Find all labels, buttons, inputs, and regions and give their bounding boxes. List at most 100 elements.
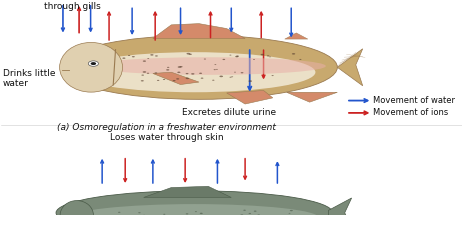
Ellipse shape — [191, 73, 194, 75]
Ellipse shape — [261, 54, 264, 55]
Ellipse shape — [177, 219, 179, 220]
Ellipse shape — [241, 72, 244, 73]
Polygon shape — [285, 33, 308, 39]
Ellipse shape — [257, 215, 260, 216]
Ellipse shape — [150, 54, 154, 56]
Ellipse shape — [73, 52, 315, 92]
Ellipse shape — [167, 67, 169, 68]
Polygon shape — [328, 198, 352, 228]
Ellipse shape — [183, 215, 186, 217]
Text: Excretes dilute urine: Excretes dilute urine — [182, 108, 276, 117]
Ellipse shape — [147, 73, 149, 74]
Ellipse shape — [157, 80, 159, 81]
Ellipse shape — [279, 218, 282, 220]
Ellipse shape — [143, 61, 146, 62]
Ellipse shape — [289, 213, 291, 214]
Ellipse shape — [231, 76, 233, 77]
Ellipse shape — [200, 213, 203, 214]
Ellipse shape — [229, 55, 231, 56]
Ellipse shape — [166, 69, 169, 71]
Ellipse shape — [141, 80, 144, 82]
Ellipse shape — [235, 56, 238, 57]
Ellipse shape — [272, 75, 273, 76]
Ellipse shape — [222, 59, 225, 60]
Ellipse shape — [248, 80, 252, 82]
Text: Loses water through skin: Loses water through skin — [110, 133, 224, 142]
Ellipse shape — [252, 217, 255, 218]
Ellipse shape — [283, 220, 286, 221]
Ellipse shape — [163, 215, 166, 216]
Ellipse shape — [163, 79, 165, 80]
Ellipse shape — [186, 73, 189, 74]
Ellipse shape — [138, 212, 141, 213]
Ellipse shape — [253, 59, 255, 60]
Polygon shape — [337, 49, 363, 86]
Ellipse shape — [70, 204, 319, 231]
Text: Drinks little
water: Drinks little water — [3, 69, 55, 88]
Ellipse shape — [214, 64, 216, 65]
Ellipse shape — [216, 69, 218, 70]
Ellipse shape — [199, 73, 202, 74]
Ellipse shape — [229, 77, 232, 78]
Text: Movement of ions: Movement of ions — [374, 108, 448, 117]
Ellipse shape — [118, 212, 120, 213]
Ellipse shape — [180, 66, 182, 67]
Ellipse shape — [91, 62, 96, 65]
Ellipse shape — [287, 217, 290, 219]
Ellipse shape — [178, 66, 181, 68]
Ellipse shape — [212, 80, 214, 81]
Text: Movement of water: Movement of water — [374, 96, 456, 105]
Ellipse shape — [195, 211, 197, 212]
Polygon shape — [227, 91, 273, 104]
Ellipse shape — [236, 56, 239, 57]
Ellipse shape — [292, 53, 295, 55]
Ellipse shape — [56, 191, 333, 235]
Ellipse shape — [177, 72, 181, 73]
Ellipse shape — [279, 218, 282, 219]
Bar — [0, 215, 462, 247]
Ellipse shape — [141, 75, 144, 76]
Ellipse shape — [230, 216, 233, 217]
Polygon shape — [153, 72, 199, 85]
Ellipse shape — [186, 78, 189, 79]
Ellipse shape — [267, 55, 269, 56]
Polygon shape — [144, 186, 231, 197]
Ellipse shape — [157, 215, 159, 216]
Ellipse shape — [60, 201, 93, 230]
Ellipse shape — [143, 71, 146, 73]
Ellipse shape — [186, 213, 188, 215]
Ellipse shape — [91, 57, 326, 75]
Ellipse shape — [242, 216, 246, 217]
Ellipse shape — [197, 218, 200, 219]
Ellipse shape — [128, 55, 130, 56]
Ellipse shape — [243, 210, 246, 211]
Ellipse shape — [173, 80, 175, 81]
Ellipse shape — [163, 214, 165, 215]
Ellipse shape — [219, 76, 223, 77]
Ellipse shape — [143, 215, 146, 216]
Ellipse shape — [176, 78, 179, 80]
Polygon shape — [153, 24, 245, 38]
Ellipse shape — [254, 211, 256, 212]
Ellipse shape — [155, 72, 157, 74]
Ellipse shape — [201, 219, 202, 220]
Ellipse shape — [234, 72, 236, 73]
Ellipse shape — [60, 42, 123, 92]
Ellipse shape — [240, 214, 243, 216]
Ellipse shape — [201, 78, 203, 79]
Ellipse shape — [147, 58, 149, 59]
Ellipse shape — [214, 69, 216, 70]
Ellipse shape — [186, 53, 190, 55]
Ellipse shape — [204, 59, 206, 60]
Text: through gills: through gills — [44, 2, 100, 11]
Ellipse shape — [248, 213, 251, 214]
Ellipse shape — [155, 55, 158, 57]
Polygon shape — [287, 92, 337, 102]
Ellipse shape — [166, 217, 168, 218]
Ellipse shape — [290, 210, 293, 211]
Ellipse shape — [122, 58, 126, 59]
Ellipse shape — [299, 59, 301, 60]
Ellipse shape — [195, 216, 199, 217]
Ellipse shape — [88, 61, 99, 66]
Ellipse shape — [184, 220, 186, 221]
